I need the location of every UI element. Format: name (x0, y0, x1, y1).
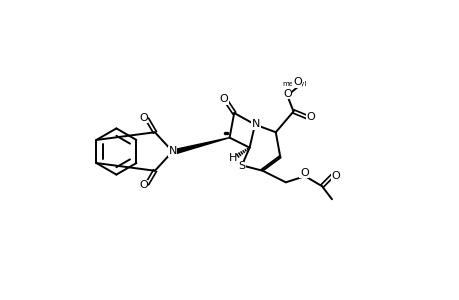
Text: O: O (139, 180, 147, 190)
Text: methyl: methyl (282, 81, 307, 87)
Text: O: O (219, 94, 228, 104)
Text: O: O (139, 112, 147, 123)
Text: O: O (292, 77, 301, 87)
Text: S: S (238, 161, 245, 171)
Text: O: O (306, 112, 314, 122)
Text: O: O (282, 89, 291, 99)
Polygon shape (175, 138, 229, 154)
Text: O: O (299, 168, 308, 178)
Text: O: O (331, 171, 340, 181)
Text: H: H (228, 153, 236, 163)
Text: N: N (251, 119, 259, 129)
Text: N: N (168, 146, 176, 157)
